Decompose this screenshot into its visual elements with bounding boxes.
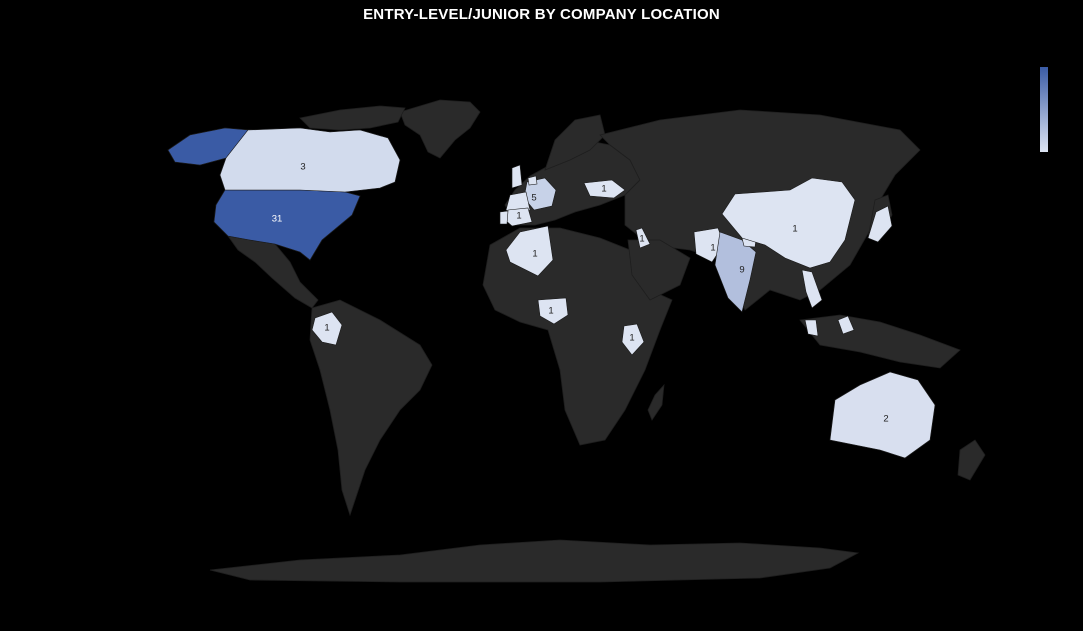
choropleth-regions: [167, 127, 936, 459]
region-netherlands[interactable]: [527, 175, 538, 186]
label-germany: 5: [531, 193, 536, 204]
region-malaysia[interactable]: [804, 319, 819, 337]
region-philippines[interactable]: [837, 315, 855, 335]
land-new-zealand: [957, 439, 986, 481]
land-antarctica: [209, 539, 860, 583]
region-china[interactable]: [721, 177, 856, 269]
land-south-america: [309, 299, 433, 517]
label-india: 9: [739, 265, 744, 276]
land-arctic-islands: [299, 105, 406, 131]
label-israel: 1: [639, 234, 644, 245]
land-madagascar: [647, 383, 665, 421]
region-uk[interactable]: [511, 164, 523, 189]
color-scale-bar: [1040, 67, 1048, 152]
region-nigeria[interactable]: [537, 297, 569, 325]
region-kenya[interactable]: [621, 323, 645, 356]
label-pakistan: 1: [710, 243, 715, 254]
label-nigeria: 1: [548, 306, 553, 317]
label-ukraine: 1: [601, 184, 606, 195]
label-australia: 2: [883, 414, 888, 425]
label-china: 1: [792, 224, 797, 235]
region-australia[interactable]: [829, 371, 936, 459]
region-vietnam[interactable]: [801, 269, 823, 309]
land-greenland: [399, 99, 481, 159]
region-israel[interactable]: [635, 227, 651, 249]
chart-title: ENTRY-LEVEL/JUNIOR BY COMPANY LOCATION: [363, 6, 720, 23]
label-kenya: 1: [629, 333, 634, 344]
label-united-states: 31: [272, 214, 283, 225]
land-scandinavia: [544, 114, 606, 171]
land-africa: [482, 227, 673, 446]
region-japan[interactable]: [867, 205, 893, 243]
region-algeria[interactable]: [505, 225, 554, 277]
region-portugal[interactable]: [499, 210, 509, 225]
label-spain: 1: [516, 211, 521, 222]
region-colombia[interactable]: [311, 311, 343, 346]
land-se-asia: [799, 314, 961, 369]
label-algeria: 1: [532, 249, 537, 260]
region-ukraine[interactable]: [583, 179, 626, 199]
region-labels: 31 3 5 9 2 1 1 1 1 1 1 1 1 1: [272, 162, 889, 425]
label-canada: 3: [300, 162, 305, 173]
region-canada[interactable]: [219, 127, 401, 193]
land-arabia: [627, 239, 691, 301]
region-united-states[interactable]: [213, 189, 361, 261]
label-colombia: 1: [324, 323, 329, 334]
